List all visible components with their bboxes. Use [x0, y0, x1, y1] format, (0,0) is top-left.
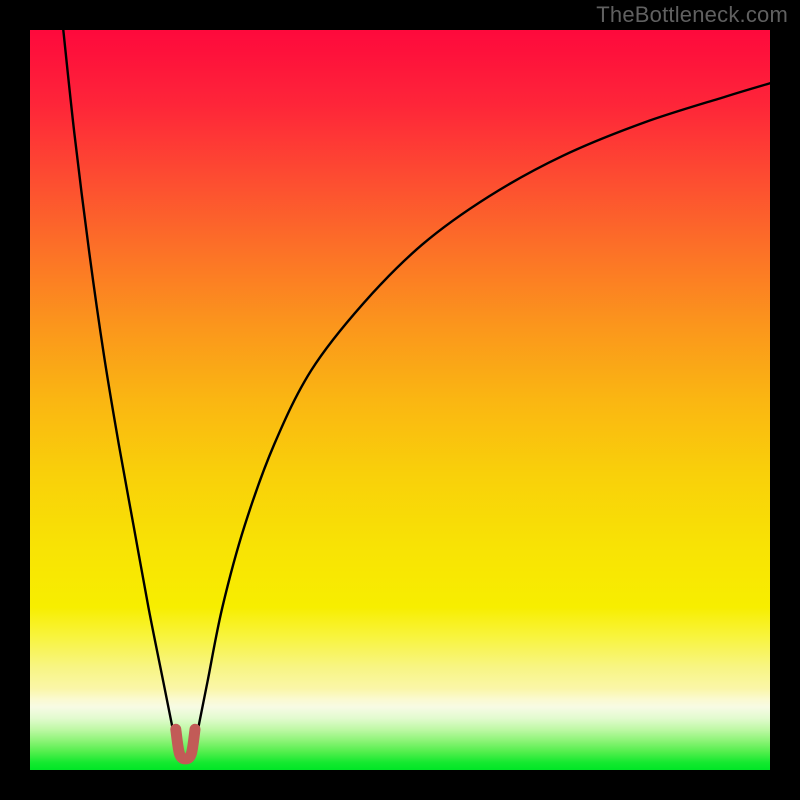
watermark-text: TheBottleneck.com — [596, 2, 788, 28]
plot-gradient-background — [30, 30, 770, 770]
bottleneck-chart — [0, 0, 800, 800]
chart-container: TheBottleneck.com — [0, 0, 800, 800]
